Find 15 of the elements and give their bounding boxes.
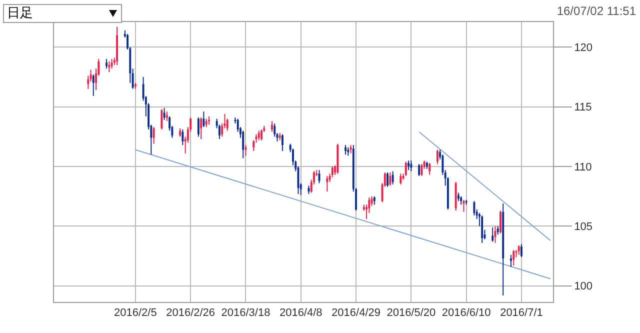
x-tick-label: 2016/2/26	[166, 307, 216, 320]
y-tick-label: 120	[574, 42, 593, 54]
x-tick-label: 2016/4/29	[332, 307, 380, 320]
text: 16/07/02 11:51	[556, 4, 636, 18]
y-tick-label: 105	[574, 221, 593, 234]
x-tick-label: 2016/4/8	[279, 307, 322, 320]
y-tick-label: 110	[574, 161, 592, 174]
y-tick-label: 100	[574, 280, 593, 293]
text: 日足	[7, 6, 33, 21]
x-tick-label: 2016/5/20	[386, 307, 436, 320]
y-tick-label: 115	[574, 102, 592, 114]
x-tick-label: 2016/7/1	[500, 307, 543, 320]
x-tick-label: 2016/3/18	[221, 307, 270, 320]
x-tick-label: 2016/6/10	[442, 307, 491, 320]
x-tick-label: 2016/2/5	[114, 307, 157, 320]
